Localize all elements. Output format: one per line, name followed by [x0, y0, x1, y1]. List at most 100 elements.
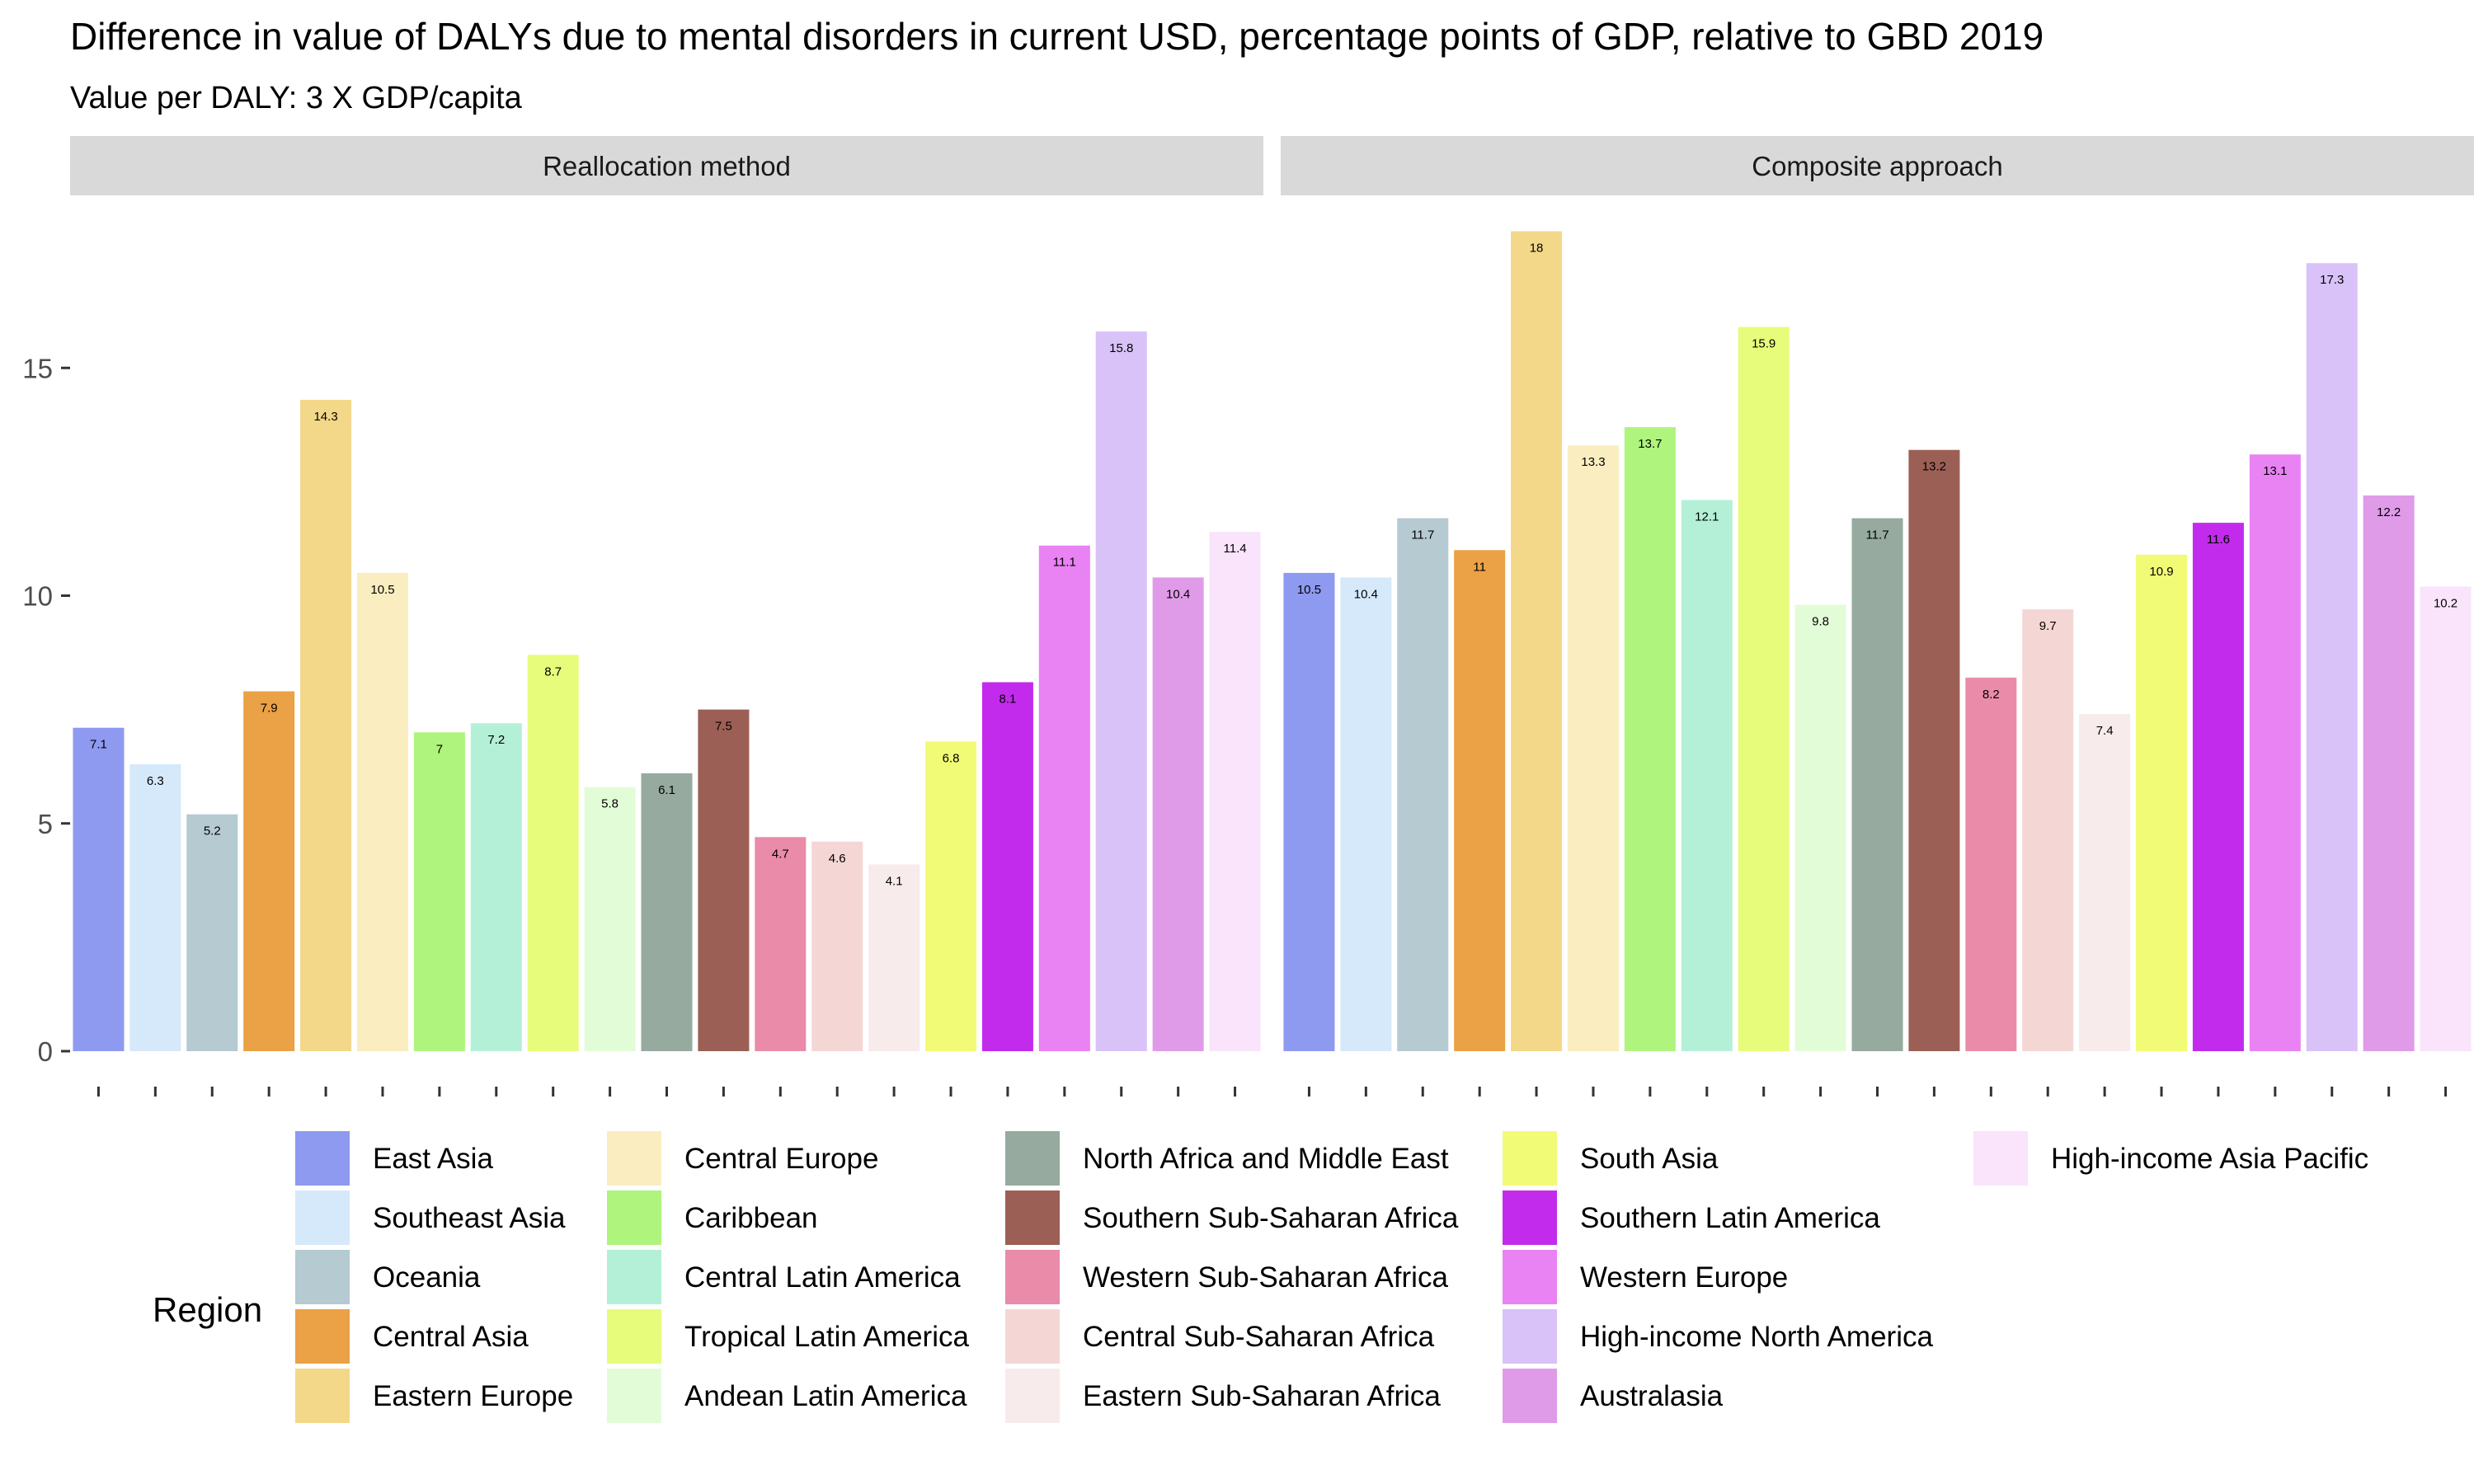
bar-value-label: 10.5: [370, 583, 394, 597]
legend-label: Central Asia: [373, 1321, 529, 1353]
legend-swatch: [1005, 1190, 1060, 1245]
bar-value-label: 6.1: [658, 783, 675, 797]
bar-andean-latin-america: [1794, 604, 1846, 1051]
bar-central-asia: [243, 691, 295, 1051]
bar-value-label: 4.6: [829, 852, 846, 866]
bar-southern-latin-america: [2192, 523, 2244, 1051]
legend-item-south-asia: South Asia: [1503, 1131, 1719, 1186]
bar-value-label: 10.4: [1354, 587, 1378, 601]
legend-label: North Africa and Middle East: [1083, 1143, 1449, 1175]
y-axis: 0 5 10 15: [22, 353, 70, 1067]
legend-label: Eastern Sub-Saharan Africa: [1083, 1380, 1441, 1412]
legend-label: Southern Sub-Saharan Africa: [1083, 1202, 1459, 1234]
bar-western-europe: [2249, 454, 2301, 1051]
legend-swatch: [607, 1190, 661, 1245]
legend-label: Southeast Asia: [373, 1202, 566, 1234]
bar-value-label: 4.7: [772, 847, 789, 861]
legend-swatch: [1005, 1369, 1060, 1423]
bar-western-sub-saharan-africa: [755, 837, 807, 1051]
legend-item-central-asia: Central Asia: [295, 1309, 529, 1364]
bar-value-label: 12.1: [1695, 510, 1719, 524]
bar-value-label: 8.2: [1982, 688, 2000, 702]
legend-item-andean-latin-america: Andean Latin America: [607, 1369, 967, 1423]
bar-value-label: 13.7: [1638, 437, 1662, 451]
bar-value-label: 4.1: [886, 874, 903, 888]
bar-value-label: 6.8: [943, 751, 960, 765]
bar-oceania: [186, 814, 238, 1051]
bar-value-label: 11: [1473, 560, 1486, 574]
bar-value-label: 6.3: [147, 774, 164, 788]
legend-item-western-europe: Western Europe: [1503, 1250, 1788, 1304]
chart-title: Difference in value of DALYs due to ment…: [70, 15, 2044, 58]
legend-label: South Asia: [1580, 1143, 1719, 1175]
legend-swatch: [607, 1369, 661, 1423]
bar-value-label: 11.7: [1411, 528, 1434, 542]
bar-southern-sub-saharan-africa: [698, 709, 750, 1051]
bar-high-income-north-america: [1095, 331, 1147, 1051]
bar-value-label: 11.7: [1865, 528, 1888, 542]
legend-item-north-africa-and-middle-east: North Africa and Middle East: [1005, 1131, 1449, 1186]
legend-item-oceania: Oceania: [295, 1250, 481, 1304]
legend-swatch: [1973, 1131, 2028, 1186]
bar-southeast-asia: [129, 763, 181, 1051]
bar-value-label: 5.2: [204, 824, 221, 838]
bar-value-label: 13.3: [1581, 455, 1605, 469]
bar-value-label: 8.1: [999, 692, 1016, 706]
legend-swatch: [295, 1309, 350, 1364]
legend-swatch: [607, 1131, 661, 1186]
legend-item-high-income-asia-pacific: High-income Asia Pacific: [1973, 1131, 2368, 1186]
legend-item-central-europe: Central Europe: [607, 1131, 878, 1186]
bar-western-sub-saharan-africa: [1965, 677, 2017, 1051]
legend-swatch: [295, 1190, 350, 1245]
bar-value-label: 7.5: [715, 720, 732, 734]
bar-andean-latin-america: [584, 787, 636, 1051]
bar-east-asia: [73, 727, 125, 1051]
legend-item-eastern-europe: Eastern Europe: [295, 1369, 573, 1423]
bar-value-label: 11.1: [1053, 556, 1076, 570]
legend-label: Central Latin America: [684, 1261, 961, 1294]
legend-item-caribbean: Caribbean: [607, 1190, 818, 1245]
bar-value-label: 7.9: [261, 702, 278, 716]
legend-label: Eastern Europe: [373, 1380, 573, 1412]
bar-value-label: 15.9: [1752, 337, 1776, 351]
bar-central-europe: [1567, 445, 1619, 1051]
legend-swatch: [607, 1250, 661, 1304]
legend-item-australasia: Australasia: [1503, 1369, 1724, 1423]
bar-central-sub-saharan-africa: [811, 841, 863, 1051]
legend-swatch: [1503, 1309, 1557, 1364]
bar-western-europe: [1038, 545, 1090, 1051]
bar-caribbean: [413, 732, 465, 1051]
legend-label: Central Sub-Saharan Africa: [1083, 1321, 1435, 1353]
bar-value-label: 14.3: [313, 410, 337, 424]
bar-value-label: 7.1: [90, 738, 107, 752]
bar-southern-latin-america: [981, 682, 1033, 1051]
bar-central-sub-saharan-africa: [2022, 609, 2074, 1051]
bar-value-label: 10.4: [1166, 587, 1190, 601]
bar-eastern-europe: [300, 399, 352, 1051]
y-tick-label: 5: [38, 809, 53, 839]
chart-panels: Reallocation method 7.1 6.3 5.2 7.9 14.3 10.5 7…: [70, 136, 2474, 1097]
bar-value-label: 13.1: [2263, 464, 2287, 478]
legend-label: Andean Latin America: [684, 1380, 967, 1412]
bar-south-asia: [2136, 554, 2188, 1051]
bar-value-label: 5.8: [601, 797, 618, 811]
bar-australasia: [2363, 495, 2415, 1051]
legend-swatch: [295, 1131, 350, 1186]
bar-value-label: 7.2: [487, 733, 505, 747]
legend-swatch: [1005, 1309, 1060, 1364]
legend-item-southern-sub-saharan-africa: Southern Sub-Saharan Africa: [1005, 1190, 1459, 1245]
bar-eastern-europe: [1511, 231, 1563, 1051]
bar-australasia: [1152, 577, 1204, 1051]
bar-value-label: 9.7: [2039, 619, 2057, 633]
legend-item-southeast-asia: Southeast Asia: [295, 1190, 566, 1245]
bar-value-label: 18: [1530, 242, 1544, 256]
bar-high-income-asia-pacific: [2420, 586, 2472, 1051]
legend-title: Region: [153, 1290, 262, 1329]
legend-label: East Asia: [373, 1143, 493, 1175]
legend: Region East Asia Southeast Asia Oceania Cen…: [153, 1131, 2368, 1423]
panel-composite-approach: Composite approach 10.5 10.4 11.7 11 18 13.3 13…: [1281, 136, 2474, 1097]
legend-label: High-income Asia Pacific: [2051, 1143, 2368, 1175]
bar-high-income-asia-pacific: [1209, 532, 1261, 1051]
bar-southern-sub-saharan-africa: [1908, 449, 1960, 1051]
